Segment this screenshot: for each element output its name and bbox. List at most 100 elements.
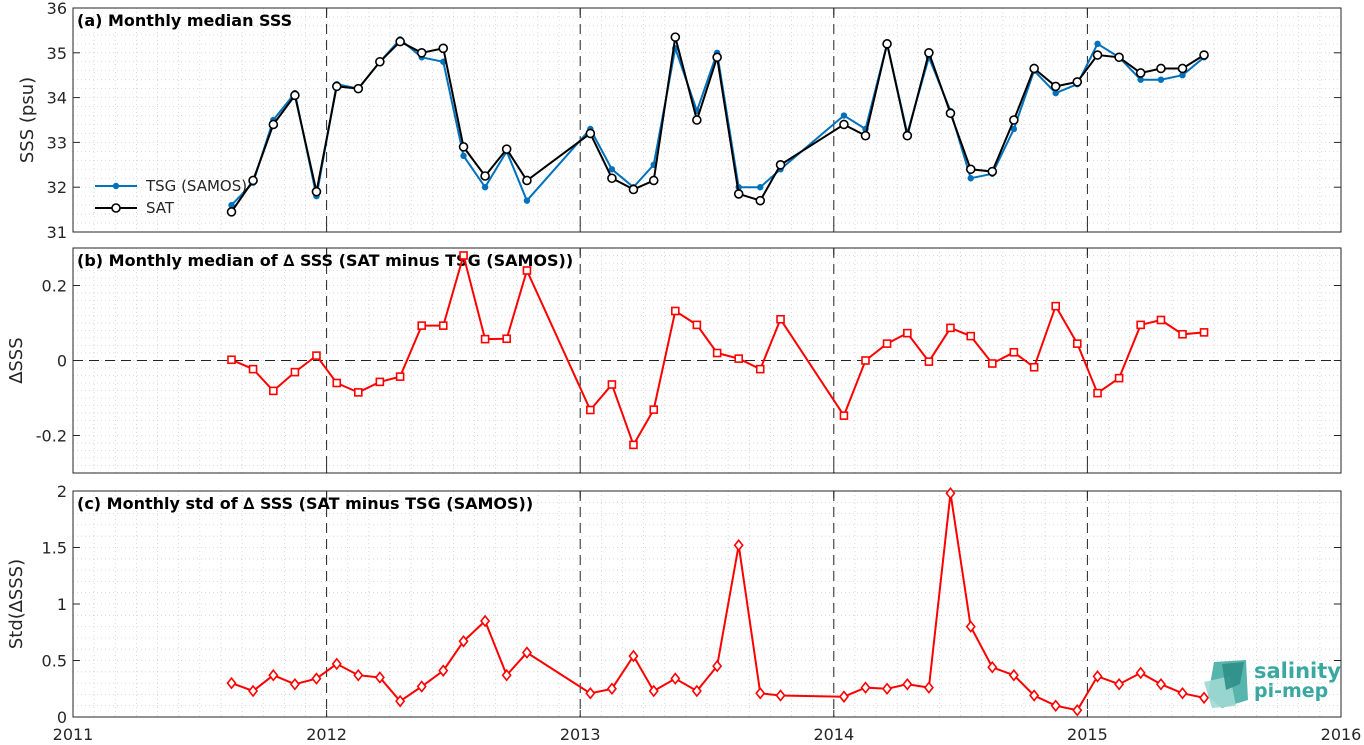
data-point: [1156, 315, 1166, 325]
data-point: [628, 184, 639, 195]
data-point: [1072, 703, 1083, 717]
major-grid: [326, 491, 1088, 717]
data-point: [585, 686, 596, 700]
data-point: [903, 328, 912, 338]
data-point: [607, 380, 617, 389]
axes-box: [72, 7, 1342, 233]
data-point: [945, 486, 956, 500]
data-point: [480, 334, 490, 344]
ytick-label: 33: [47, 133, 67, 152]
series-sat: [226, 32, 1209, 217]
data-point: [1092, 670, 1103, 683]
data-point: [967, 175, 974, 182]
data-point: [521, 646, 532, 659]
data-point: [606, 682, 617, 696]
data-point: [923, 681, 934, 694]
data-point: [395, 694, 406, 708]
data-point: [480, 171, 490, 181]
data-point: [290, 367, 300, 377]
ytick-label: 0: [57, 708, 67, 727]
data-point: [902, 130, 913, 141]
data-point: [839, 411, 849, 420]
data-point: [586, 405, 595, 415]
data-point: [1114, 52, 1124, 63]
data-point: [353, 388, 363, 397]
data-point: [1072, 77, 1083, 87]
data-point: [522, 266, 532, 275]
series-delta: [227, 251, 1209, 450]
data-point: [353, 83, 364, 94]
data-point: [840, 112, 848, 119]
data-point: [374, 671, 385, 684]
data-point: [1135, 68, 1146, 78]
data-point: [290, 90, 300, 101]
data-point: [946, 323, 955, 333]
data-point: [1177, 686, 1188, 700]
data-point: [289, 677, 300, 691]
data-point: [733, 189, 744, 199]
ytick-label: 31: [47, 223, 67, 242]
data-point: [1029, 362, 1039, 372]
data-point: [248, 364, 258, 374]
data-point: [226, 676, 237, 690]
data-point: [860, 130, 871, 141]
data-point: [332, 378, 342, 388]
data-point: [1009, 115, 1019, 125]
ytick-label: 2: [57, 482, 67, 501]
data-point: [924, 357, 934, 366]
data-point: [228, 201, 235, 209]
data-point: [776, 314, 785, 324]
major-grid: [326, 8, 1088, 232]
panel-c: 0 0.5 1 1.5 2 2011 2012 2013 2014 2015 2016 Std(∆SS…: [6, 482, 1361, 744]
data-point: [438, 43, 449, 54]
xtick-label: 2011: [53, 725, 94, 744]
panel-title: (c) Monthly std of ∆ SSS (SAT minus TSG …: [77, 494, 533, 513]
data-point: [460, 152, 467, 160]
data-point: [1177, 63, 1188, 74]
data-point: [670, 306, 680, 316]
ytick-label: 0.2: [42, 277, 67, 296]
data-point: [502, 334, 511, 344]
legend-label: TSG (SAMOS): [145, 177, 247, 195]
data-point: [1008, 668, 1019, 682]
data-point: [353, 668, 364, 682]
legend-marker: [112, 182, 120, 190]
data-point: [248, 684, 259, 698]
y-axis-label: ∆SSS: [6, 337, 27, 384]
data-point: [438, 321, 448, 330]
data-point: [712, 659, 723, 673]
data-point: [227, 355, 236, 365]
data-point: [312, 351, 321, 360]
data-point: [1050, 699, 1061, 712]
data-point: [1135, 666, 1146, 680]
logo-text-salinity: salinity: [1254, 659, 1341, 683]
data-point: [861, 356, 870, 365]
data-point: [838, 690, 849, 703]
data-point: [1009, 347, 1019, 357]
data-point: [629, 440, 638, 450]
data-point: [755, 195, 766, 206]
data-point: [945, 108, 956, 119]
logo-text-pi-mep: pi-mep: [1254, 680, 1328, 702]
data-point: [1029, 63, 1039, 74]
data-point: [1114, 373, 1124, 383]
data-point: [648, 175, 659, 186]
data-point: [1051, 301, 1060, 311]
data-point: [311, 186, 322, 197]
data-point: [965, 164, 976, 175]
data-point: [1155, 677, 1166, 691]
legend-marker: [111, 203, 121, 213]
data-point: [523, 197, 531, 204]
data-point: [648, 684, 659, 698]
data-point: [757, 184, 764, 191]
data-point: [1157, 76, 1165, 83]
ytick-label: 0: [57, 352, 67, 371]
data-point: [501, 144, 512, 154]
xtick-label: 2012: [306, 725, 347, 744]
data-point: [1093, 388, 1102, 398]
data-point: [585, 128, 596, 139]
data-point: [268, 668, 279, 682]
data-point: [1178, 329, 1187, 339]
